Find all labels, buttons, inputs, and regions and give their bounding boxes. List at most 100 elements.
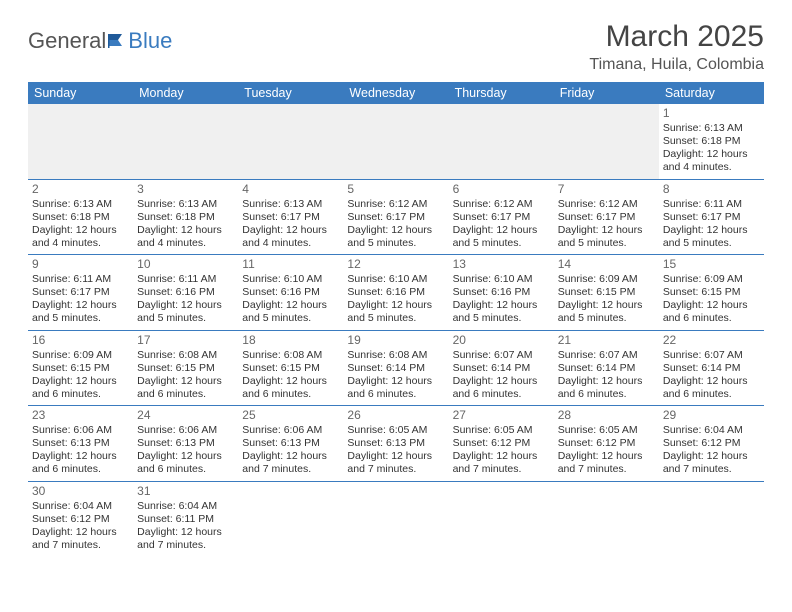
cell-daylight2: and 5 minutes. [453,312,550,325]
cell-sunset: Sunset: 6:12 PM [558,437,655,450]
day-number: 13 [453,257,550,272]
day-number: 27 [453,408,550,423]
cell-sunrise: Sunrise: 6:11 AM [663,198,760,211]
cell-sunrise: Sunrise: 6:09 AM [663,273,760,286]
cell-sunrise: Sunrise: 6:13 AM [663,122,760,135]
cell-daylight1: Daylight: 12 hours [663,299,760,312]
cell-sunset: Sunset: 6:13 PM [242,437,339,450]
cell-daylight2: and 5 minutes. [242,312,339,325]
cell-daylight1: Daylight: 12 hours [242,224,339,237]
calendar-cell: 31Sunrise: 6:04 AMSunset: 6:11 PMDayligh… [133,481,238,556]
cell-sunset: Sunset: 6:15 PM [558,286,655,299]
cell-sunset: Sunset: 6:12 PM [32,513,129,526]
day-number: 6 [453,182,550,197]
calendar-cell [28,104,133,179]
calendar-cell: 11Sunrise: 6:10 AMSunset: 6:16 PMDayligh… [238,255,343,331]
cell-sunset: Sunset: 6:15 PM [242,362,339,375]
cell-daylight2: and 5 minutes. [32,312,129,325]
calendar-cell [343,481,448,556]
calendar-cell: 16Sunrise: 6:09 AMSunset: 6:15 PMDayligh… [28,330,133,406]
cell-daylight1: Daylight: 12 hours [137,375,234,388]
cell-daylight1: Daylight: 12 hours [663,224,760,237]
calendar-cell [238,481,343,556]
cell-sunrise: Sunrise: 6:06 AM [32,424,129,437]
cell-daylight1: Daylight: 12 hours [32,526,129,539]
day-number: 2 [32,182,129,197]
day-header: Wednesday [343,82,448,104]
calendar-cell: 25Sunrise: 6:06 AMSunset: 6:13 PMDayligh… [238,406,343,482]
cell-sunrise: Sunrise: 6:12 AM [347,198,444,211]
cell-sunset: Sunset: 6:17 PM [558,211,655,224]
cell-sunrise: Sunrise: 6:09 AM [32,349,129,362]
calendar-cell [449,104,554,179]
day-number: 7 [558,182,655,197]
calendar-cell [554,104,659,179]
month-title: March 2025 [589,20,764,54]
title-block: March 2025 Timana, Huila, Colombia [589,20,764,76]
calendar-cell: 22Sunrise: 6:07 AMSunset: 6:14 PMDayligh… [659,330,764,406]
calendar-cell: 15Sunrise: 6:09 AMSunset: 6:15 PMDayligh… [659,255,764,331]
cell-daylight1: Daylight: 12 hours [347,375,444,388]
day-header: Monday [133,82,238,104]
day-number: 4 [242,182,339,197]
day-number: 25 [242,408,339,423]
cell-daylight2: and 7 minutes. [453,463,550,476]
cell-sunrise: Sunrise: 6:05 AM [558,424,655,437]
cell-daylight2: and 6 minutes. [32,388,129,401]
calendar-cell: 12Sunrise: 6:10 AMSunset: 6:16 PMDayligh… [343,255,448,331]
cell-daylight1: Daylight: 12 hours [137,526,234,539]
cell-daylight1: Daylight: 12 hours [347,450,444,463]
cell-sunset: Sunset: 6:16 PM [453,286,550,299]
calendar-cell: 5Sunrise: 6:12 AMSunset: 6:17 PMDaylight… [343,179,448,255]
day-number: 24 [137,408,234,423]
cell-sunrise: Sunrise: 6:07 AM [453,349,550,362]
cell-daylight2: and 5 minutes. [347,312,444,325]
cell-sunset: Sunset: 6:12 PM [453,437,550,450]
cell-sunset: Sunset: 6:15 PM [663,286,760,299]
day-header: Saturday [659,82,764,104]
cell-sunrise: Sunrise: 6:08 AM [242,349,339,362]
cell-sunset: Sunset: 6:16 PM [137,286,234,299]
calendar-cell [554,481,659,556]
cell-sunrise: Sunrise: 6:08 AM [137,349,234,362]
cell-daylight2: and 5 minutes. [558,237,655,250]
cell-sunset: Sunset: 6:18 PM [663,135,760,148]
cell-sunrise: Sunrise: 6:12 AM [558,198,655,211]
logo-text-1: General [28,28,106,54]
calendar-cell [238,104,343,179]
cell-sunset: Sunset: 6:15 PM [137,362,234,375]
day-number: 20 [453,333,550,348]
cell-sunset: Sunset: 6:16 PM [347,286,444,299]
header: General Blue March 2025 Timana, Huila, C… [28,20,764,76]
cell-sunrise: Sunrise: 6:08 AM [347,349,444,362]
cell-sunrise: Sunrise: 6:13 AM [242,198,339,211]
day-number: 15 [663,257,760,272]
calendar-cell: 3Sunrise: 6:13 AMSunset: 6:18 PMDaylight… [133,179,238,255]
calendar-cell: 7Sunrise: 6:12 AMSunset: 6:17 PMDaylight… [554,179,659,255]
day-number: 12 [347,257,444,272]
cell-sunrise: Sunrise: 6:04 AM [137,500,234,513]
calendar-row: 16Sunrise: 6:09 AMSunset: 6:15 PMDayligh… [28,330,764,406]
cell-daylight2: and 7 minutes. [32,539,129,552]
flag-icon [108,32,128,50]
calendar-cell: 9Sunrise: 6:11 AMSunset: 6:17 PMDaylight… [28,255,133,331]
cell-daylight1: Daylight: 12 hours [242,375,339,388]
calendar-cell [133,104,238,179]
calendar-cell: 29Sunrise: 6:04 AMSunset: 6:12 PMDayligh… [659,406,764,482]
cell-sunrise: Sunrise: 6:13 AM [32,198,129,211]
calendar-cell: 27Sunrise: 6:05 AMSunset: 6:12 PMDayligh… [449,406,554,482]
cell-daylight1: Daylight: 12 hours [137,450,234,463]
cell-sunset: Sunset: 6:14 PM [453,362,550,375]
cell-sunrise: Sunrise: 6:05 AM [453,424,550,437]
cell-daylight1: Daylight: 12 hours [242,299,339,312]
cell-daylight2: and 6 minutes. [663,312,760,325]
calendar-cell [659,481,764,556]
day-number: 8 [663,182,760,197]
day-number: 17 [137,333,234,348]
cell-daylight2: and 6 minutes. [137,388,234,401]
cell-daylight1: Daylight: 12 hours [558,299,655,312]
day-number: 1 [663,106,760,121]
cell-daylight2: and 7 minutes. [242,463,339,476]
calendar-cell: 30Sunrise: 6:04 AMSunset: 6:12 PMDayligh… [28,481,133,556]
cell-sunset: Sunset: 6:13 PM [32,437,129,450]
